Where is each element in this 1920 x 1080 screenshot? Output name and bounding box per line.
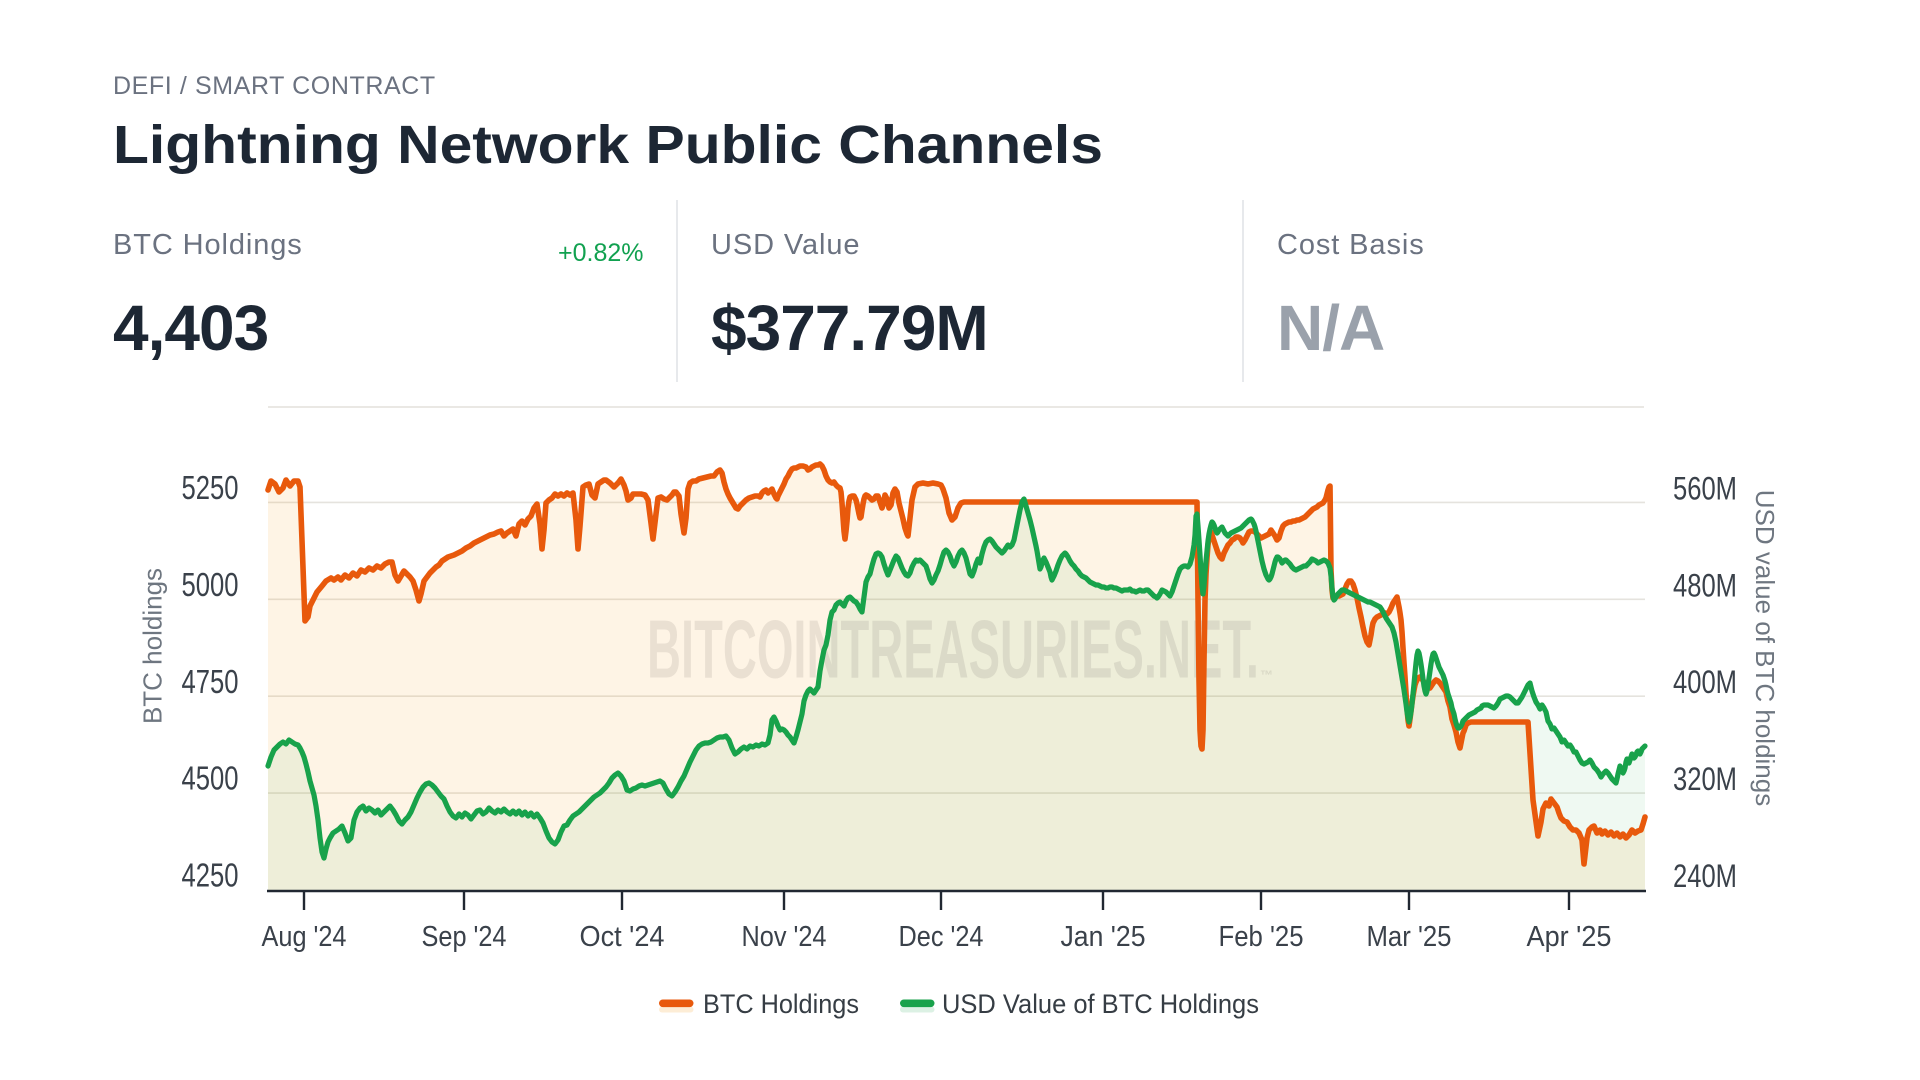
svg-text:5250: 5250 (182, 469, 239, 506)
svg-text:USD Value of BTC Holdings: USD Value of BTC Holdings (942, 989, 1259, 1019)
svg-text:Feb '25: Feb '25 (1219, 921, 1304, 953)
svg-text:320M: 320M (1673, 761, 1737, 797)
svg-text:Aug '24: Aug '24 (262, 921, 347, 953)
svg-text:4500: 4500 (182, 760, 239, 797)
svg-text:BTC holdings: BTC holdings (138, 568, 168, 724)
svg-text:Oct '24: Oct '24 (580, 921, 665, 953)
svg-text:Sep '24: Sep '24 (422, 921, 507, 953)
svg-text:Jan '25: Jan '25 (1061, 921, 1146, 953)
svg-text:4750: 4750 (182, 663, 239, 700)
svg-text:560M: 560M (1673, 470, 1737, 506)
svg-text:Mar '25: Mar '25 (1367, 921, 1452, 953)
svg-text:5000: 5000 (182, 566, 239, 603)
svg-text:BTC Holdings: BTC Holdings (703, 989, 859, 1019)
svg-text:Nov '24: Nov '24 (742, 921, 827, 953)
svg-text:BITCOINTREASURIES.NET.: BITCOINTREASURIES.NET. (647, 603, 1259, 696)
svg-text:240M: 240M (1673, 858, 1737, 894)
svg-text:Apr '25: Apr '25 (1527, 921, 1612, 953)
svg-text:Dec '24: Dec '24 (899, 921, 984, 953)
svg-text:4250: 4250 (182, 857, 239, 894)
svg-text:400M: 400M (1673, 664, 1737, 700)
svg-text:480M: 480M (1673, 567, 1737, 603)
svg-text:USD value of BTC holdings: USD value of BTC holdings (1750, 490, 1780, 806)
svg-text:™: ™ (1260, 668, 1273, 683)
